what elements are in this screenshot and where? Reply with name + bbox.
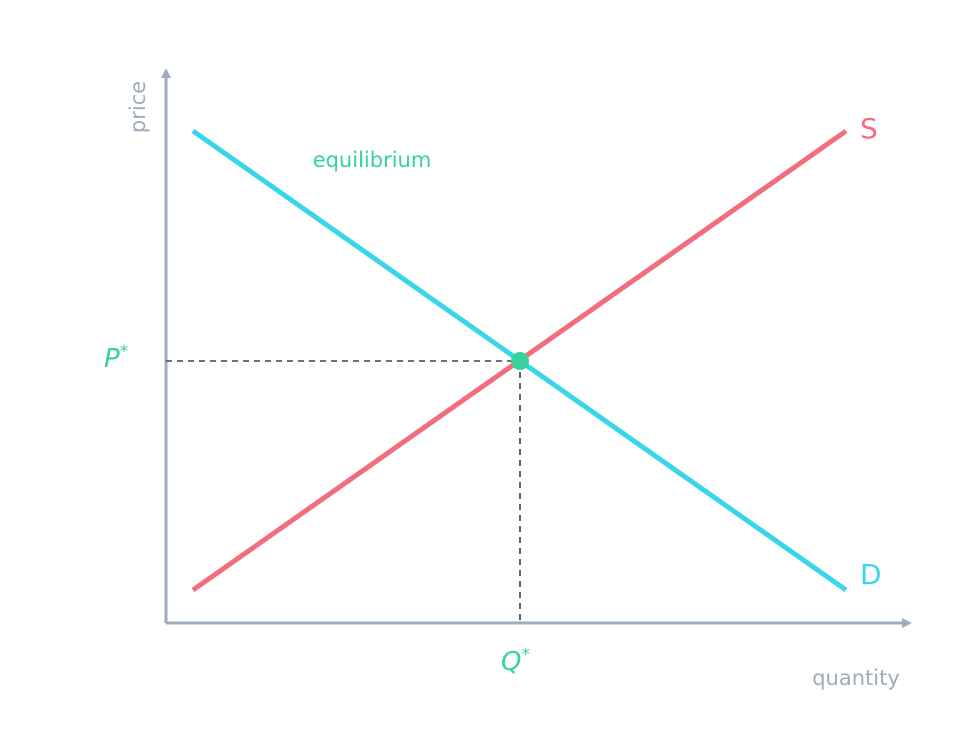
- equilibrium-point: [511, 352, 529, 370]
- equilibrium-price-label: P*: [104, 342, 128, 374]
- supply-label: S: [860, 112, 878, 145]
- y-axis-label: price: [126, 81, 150, 133]
- price-symbol: P: [104, 344, 120, 374]
- equilibrium-quantity-label: Q*: [501, 645, 530, 677]
- equilibrium-label: equilibrium: [313, 148, 432, 172]
- price-star: *: [120, 342, 129, 362]
- demand-label: D: [860, 558, 882, 591]
- x-axis-label: quantity: [812, 666, 900, 690]
- quantity-symbol: Q: [501, 647, 521, 677]
- quantity-star: *: [521, 645, 530, 665]
